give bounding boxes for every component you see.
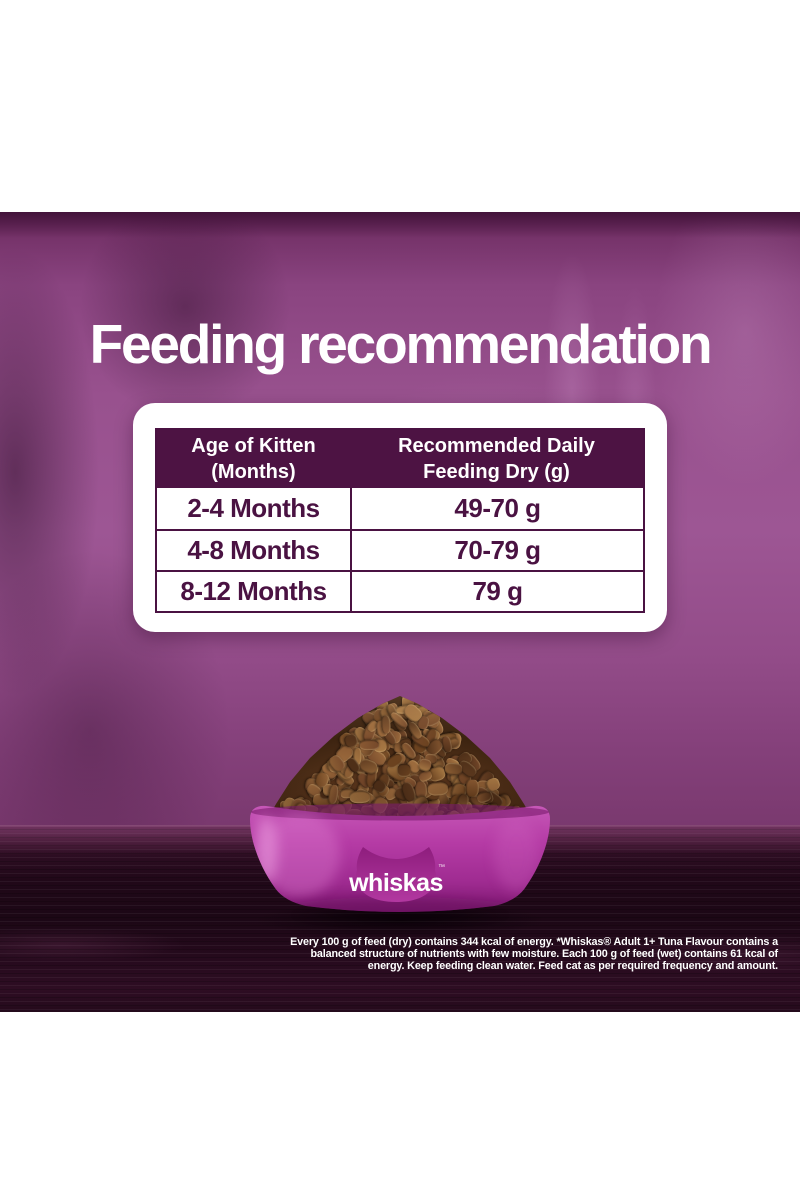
- brand-logo-text: whiskas: [348, 869, 443, 897]
- table-row: 2-4 Months 49-70 g: [157, 488, 643, 529]
- column-header-line: (Months): [211, 461, 296, 483]
- kibble-piece: [397, 763, 411, 777]
- amount-cell: 79 g: [349, 572, 643, 611]
- cat-food-bowl: whiskas ™: [250, 803, 550, 912]
- amount-cell: 70-79 g: [349, 531, 643, 570]
- age-cell: 8-12 Months: [180, 576, 327, 606]
- kibble-piece: [427, 781, 449, 796]
- age-cell: 2-4 Months: [187, 493, 320, 523]
- amount-cell: 49-70 g: [349, 488, 643, 529]
- table-row: 8-12 Months 79 g: [157, 570, 643, 611]
- table-header-row: Age of Kitten (Months) Recommended Daily…: [157, 430, 643, 488]
- disclaimer-line: Every 100 g of feed (dry) contains 344 k…: [290, 936, 778, 948]
- feeding-table-card: Age of Kitten (Months) Recommended Daily…: [133, 403, 667, 632]
- feeding-table: Age of Kitten (Months) Recommended Daily…: [155, 428, 645, 613]
- column-header-feeding: Recommended Daily Feeding Dry (g): [350, 430, 643, 488]
- table-row: 4-8 Months 70-79 g: [157, 529, 643, 570]
- kibble-piece: [444, 762, 463, 776]
- trademark-symbol: ™: [438, 864, 445, 871]
- column-header-age: Age of Kitten (Months): [157, 430, 350, 488]
- age-cell: 4-8 Months: [187, 535, 320, 565]
- column-header-line: Feeding Dry (g): [423, 461, 570, 483]
- disclaimer-line: energy. Keep feeding clean water. Feed c…: [367, 959, 778, 972]
- column-header-line: Recommended Daily: [398, 435, 595, 457]
- cat-head-icon: [356, 847, 436, 902]
- nutrition-disclaimer: Every 100 g of feed (dry) contains 344 k…: [290, 936, 778, 972]
- kibble-piece: [381, 715, 392, 734]
- bowl-rim-edge: [251, 803, 549, 821]
- column-header-line: Age of Kitten: [191, 435, 316, 457]
- page-title: Feeding recommendation: [89, 313, 713, 375]
- disclaimer-line: balanced structure of nutrients with few…: [310, 947, 778, 960]
- kibble-piece: [359, 739, 379, 750]
